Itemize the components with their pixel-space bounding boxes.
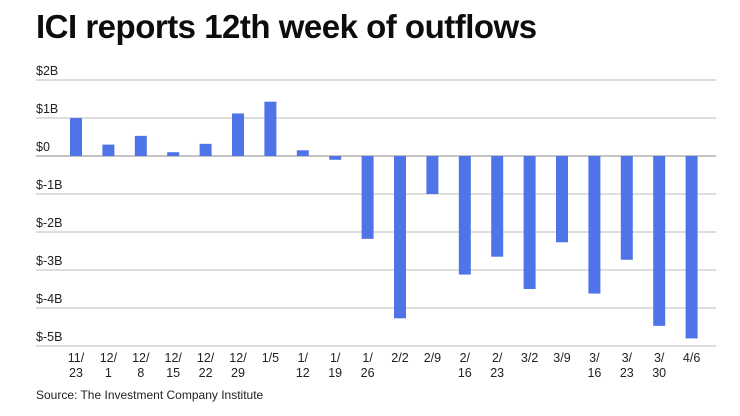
x-tick-label: 12/22 — [197, 351, 215, 380]
x-tick-label: 2/23 — [490, 351, 504, 380]
x-tick-label: 2/9 — [424, 351, 441, 365]
y-tick-label: $-5B — [36, 330, 62, 344]
x-tick-label: 12/8 — [132, 351, 150, 380]
x-tick-label: 2/16 — [458, 351, 472, 380]
bar — [70, 118, 82, 156]
x-tick-label: 12/1 — [100, 351, 118, 380]
bar — [556, 156, 568, 243]
y-tick-label: $2B — [36, 64, 58, 78]
bar — [653, 156, 666, 326]
bar — [232, 113, 244, 156]
x-tick-label: 2/2 — [391, 351, 408, 365]
x-tick-label: 3/16 — [587, 351, 601, 380]
bar — [329, 156, 342, 160]
x-tick-label: 4/6 — [683, 351, 700, 365]
x-tick-label: 12/29 — [229, 351, 247, 380]
source-note: Source: The Investment Company Institute — [36, 388, 264, 402]
bar — [394, 156, 406, 319]
x-tick-label: 1/19 — [328, 351, 342, 380]
x-tick-label: 1/26 — [361, 351, 375, 380]
bar — [199, 143, 212, 156]
bar — [167, 152, 180, 156]
x-axis-ticks: 11/23 12/1 12/8 12/15 12/22 12/29 1/5 1/12 1/19 1… — [68, 351, 701, 380]
chart-title: ICI reports 12th week of outflows — [36, 8, 537, 45]
bar — [620, 156, 633, 260]
bar — [264, 101, 277, 156]
x-tick-label: 11/23 — [68, 351, 85, 380]
bar — [491, 156, 504, 257]
bar — [296, 150, 309, 156]
bar — [361, 156, 374, 239]
x-tick-label: 12/15 — [165, 351, 183, 380]
bar — [685, 156, 698, 339]
y-tick-label: $-3B — [36, 254, 62, 268]
y-axis-ticks: $2B $1B $0 $-1B $-2B $-3B $-4B $-5B — [36, 64, 62, 344]
y-tick-label: $0 — [36, 140, 50, 154]
bar — [588, 156, 601, 294]
x-tick-label: 3/9 — [553, 351, 570, 365]
bars — [70, 101, 698, 339]
x-tick-label: 3/23 — [620, 351, 634, 380]
bar — [523, 156, 536, 289]
x-tick-label: 3/2 — [521, 351, 538, 365]
x-tick-label: 3/30 — [652, 351, 666, 380]
y-tick-label: $-2B — [36, 216, 62, 230]
y-tick-label: $-4B — [36, 292, 62, 306]
bar — [134, 135, 147, 156]
y-tick-label: $-1B — [36, 178, 62, 192]
x-tick-label: 1/12 — [296, 351, 310, 380]
gridlines — [36, 79, 716, 347]
bar — [426, 156, 439, 194]
y-tick-label: $1B — [36, 102, 58, 116]
bar — [458, 156, 471, 275]
bar — [102, 144, 115, 156]
x-tick-label: 1/5 — [262, 351, 279, 365]
